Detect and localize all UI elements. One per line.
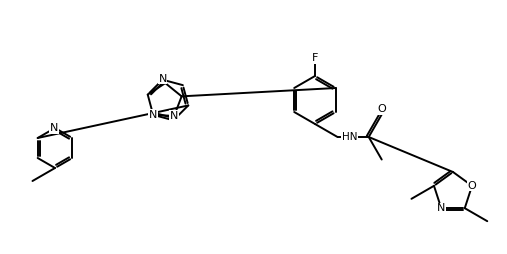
Text: N: N — [50, 123, 58, 133]
Text: F: F — [312, 53, 318, 63]
Text: O: O — [467, 181, 477, 191]
Text: HN: HN — [342, 132, 357, 142]
Text: O: O — [377, 104, 386, 115]
Text: N: N — [170, 111, 178, 121]
Text: N: N — [158, 74, 167, 84]
Text: N: N — [437, 203, 446, 213]
Text: N: N — [149, 110, 157, 120]
